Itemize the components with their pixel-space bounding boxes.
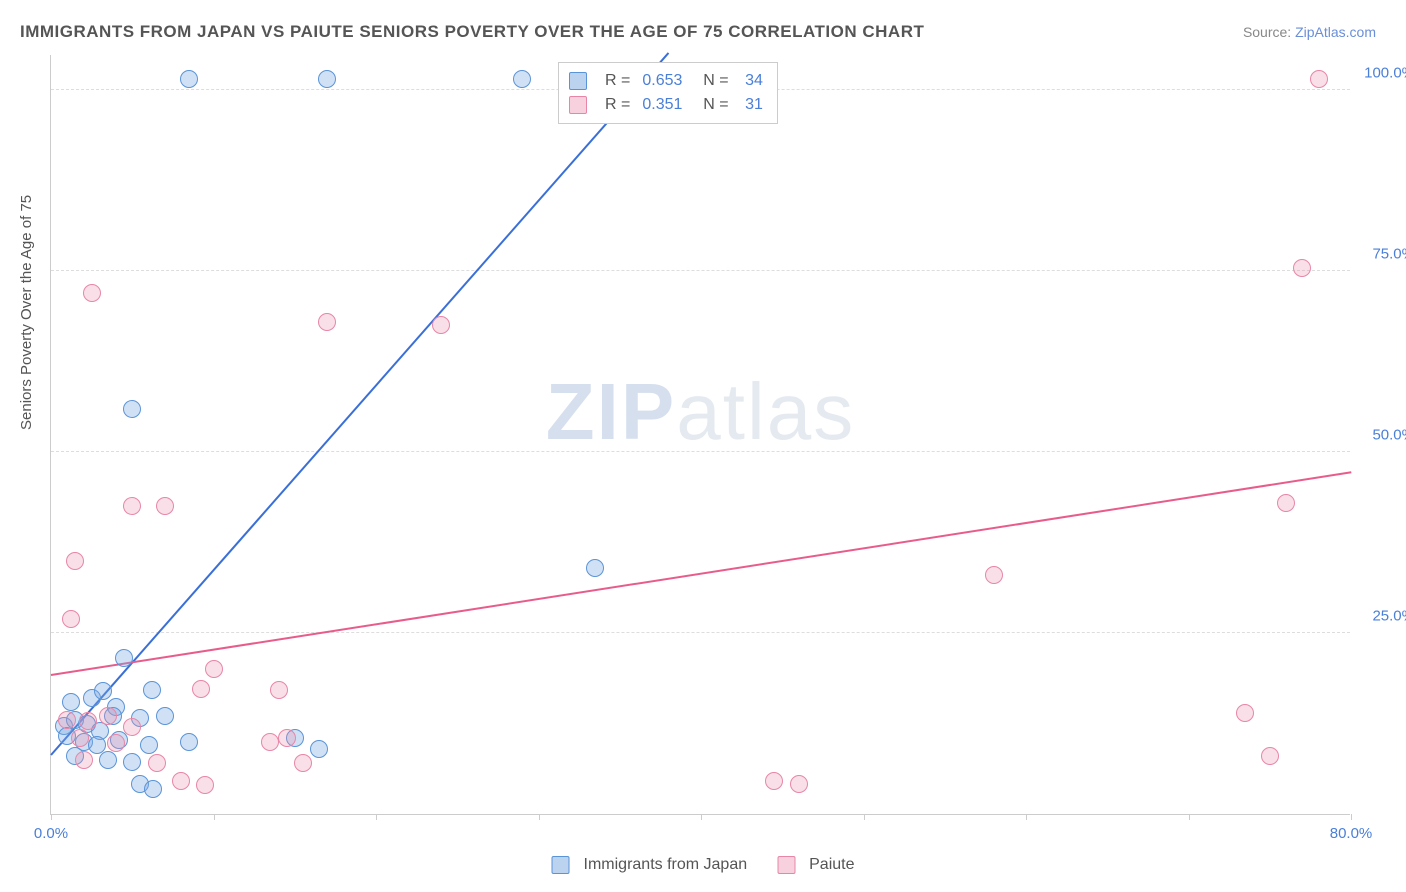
data-point <box>294 754 312 772</box>
watermark-light: atlas <box>676 367 855 456</box>
data-point <box>513 70 531 88</box>
stat-r-value: 0.653 <box>642 69 682 93</box>
data-point <box>123 497 141 515</box>
data-point <box>144 780 162 798</box>
data-point <box>180 733 198 751</box>
data-point <box>123 718 141 736</box>
regression-line <box>50 52 669 755</box>
y-tick-label: 75.0% <box>1355 246 1406 263</box>
data-point <box>83 284 101 302</box>
x-tick-label: 80.0% <box>1330 825 1373 842</box>
data-point <box>79 712 97 730</box>
watermark: ZIPatlas <box>546 366 855 458</box>
data-point <box>196 776 214 794</box>
data-point <box>432 316 450 334</box>
data-point <box>1293 259 1311 277</box>
data-point <box>318 70 336 88</box>
data-point <box>99 707 117 725</box>
x-tick-mark <box>51 814 52 820</box>
stats-row: R = 0.351 N = 31 <box>569 93 763 117</box>
y-tick-label: 100.0% <box>1355 65 1406 82</box>
data-point <box>115 649 133 667</box>
legend-swatch <box>777 856 795 874</box>
stat-n-label: N = <box>694 93 728 117</box>
data-point <box>765 772 783 790</box>
stat-n-label: N = <box>694 69 728 93</box>
stat-r-label: R = <box>605 69 630 93</box>
data-point <box>143 681 161 699</box>
source-link[interactable]: ZipAtlas.com <box>1295 24 1376 40</box>
chart-legend: Immigrants from Japan Paiute <box>552 856 855 874</box>
source-attribution: Source: ZipAtlas.com <box>1243 24 1376 40</box>
stats-row: R = 0.653 N = 34 <box>569 69 763 93</box>
data-point <box>123 753 141 771</box>
data-point <box>192 680 210 698</box>
legend-item: Paiute <box>777 856 854 874</box>
x-tick-mark <box>1189 814 1190 820</box>
data-point <box>1310 70 1328 88</box>
stat-n-value: 31 <box>741 93 763 117</box>
data-point <box>270 681 288 699</box>
series-swatch <box>569 96 587 114</box>
x-tick-mark <box>864 814 865 820</box>
data-point <box>156 707 174 725</box>
x-tick-mark <box>539 814 540 820</box>
data-point <box>318 313 336 331</box>
chart-title: IMMIGRANTS FROM JAPAN VS PAIUTE SENIORS … <box>20 22 924 42</box>
data-point <box>180 70 198 88</box>
data-point <box>71 729 89 747</box>
legend-label: Immigrants from Japan <box>584 856 748 874</box>
data-point <box>75 751 93 769</box>
correlation-stats-box: R = 0.653 N = 34 R = 0.351 N = 31 <box>558 62 778 124</box>
data-point <box>62 610 80 628</box>
data-point <box>278 729 296 747</box>
data-point <box>985 566 1003 584</box>
x-tick-label: 0.0% <box>34 825 68 842</box>
x-tick-mark <box>1351 814 1352 820</box>
plot-area: ZIPatlas 25.0%50.0%75.0%100.0%0.0%80.0% <box>50 55 1350 815</box>
data-point <box>140 736 158 754</box>
gridline <box>51 270 1350 271</box>
x-tick-mark <box>376 814 377 820</box>
data-point <box>586 559 604 577</box>
data-point <box>99 751 117 769</box>
y-axis-label: Seniors Poverty Over the Age of 75 <box>18 195 35 430</box>
data-point <box>94 682 112 700</box>
data-point <box>790 775 808 793</box>
gridline <box>51 632 1350 633</box>
stat-r-value: 0.351 <box>642 93 682 117</box>
gridline <box>51 451 1350 452</box>
data-point <box>123 400 141 418</box>
data-point <box>1261 747 1279 765</box>
data-point <box>1236 704 1254 722</box>
source-label: Source: <box>1243 24 1291 40</box>
stat-n-value: 34 <box>741 69 763 93</box>
y-tick-label: 25.0% <box>1355 608 1406 625</box>
x-tick-mark <box>701 814 702 820</box>
legend-item: Immigrants from Japan <box>552 856 748 874</box>
legend-label: Paiute <box>809 856 854 874</box>
data-point <box>310 740 328 758</box>
data-point <box>107 734 125 752</box>
chart-container: IMMIGRANTS FROM JAPAN VS PAIUTE SENIORS … <box>0 0 1406 892</box>
data-point <box>62 693 80 711</box>
y-tick-label: 50.0% <box>1355 427 1406 444</box>
x-tick-mark <box>214 814 215 820</box>
series-swatch <box>569 72 587 90</box>
x-tick-mark <box>1026 814 1027 820</box>
data-point <box>261 733 279 751</box>
data-point <box>66 552 84 570</box>
data-point <box>156 497 174 515</box>
data-point <box>148 754 166 772</box>
regression-line <box>51 472 1351 677</box>
stat-r-label: R = <box>605 93 630 117</box>
watermark-bold: ZIP <box>546 367 676 456</box>
data-point <box>172 772 190 790</box>
data-point <box>1277 494 1295 512</box>
data-point <box>58 711 76 729</box>
legend-swatch <box>552 856 570 874</box>
data-point <box>205 660 223 678</box>
